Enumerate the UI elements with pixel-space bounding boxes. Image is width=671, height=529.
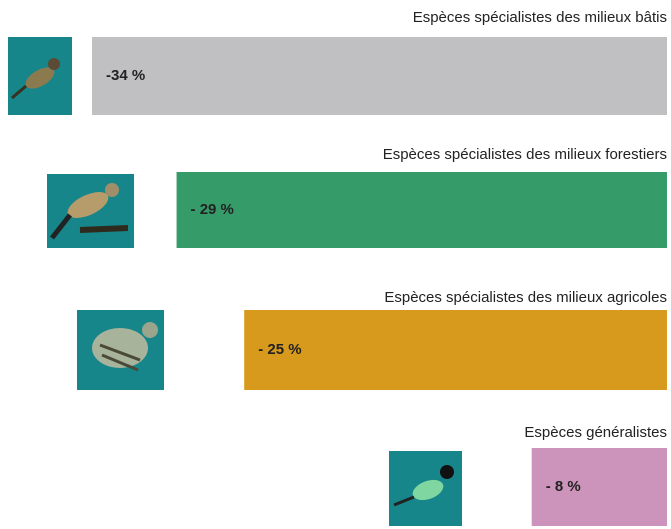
- bird-image: [47, 174, 134, 248]
- bar: [177, 172, 667, 248]
- bar: [92, 37, 667, 115]
- category-label: Espèces spécialistes des milieux foresti…: [383, 146, 667, 163]
- value-label: - 8 %: [546, 478, 581, 495]
- bird-image: [8, 37, 72, 115]
- value-label: -34 %: [106, 67, 145, 84]
- value-label: - 29 %: [191, 201, 234, 218]
- category-label: Espèces spécialistes des milieux agricol…: [384, 289, 667, 306]
- value-label: - 25 %: [258, 341, 301, 358]
- bird-image: [389, 451, 462, 526]
- bird-image: [77, 310, 164, 390]
- category-label: Espèces généralistes: [524, 424, 667, 441]
- bar: [244, 310, 667, 390]
- category-label: Espèces spécialistes des milieux bâtis: [413, 9, 667, 26]
- chart: Espèces spécialistes des milieux bâtis -3…: [0, 0, 671, 529]
